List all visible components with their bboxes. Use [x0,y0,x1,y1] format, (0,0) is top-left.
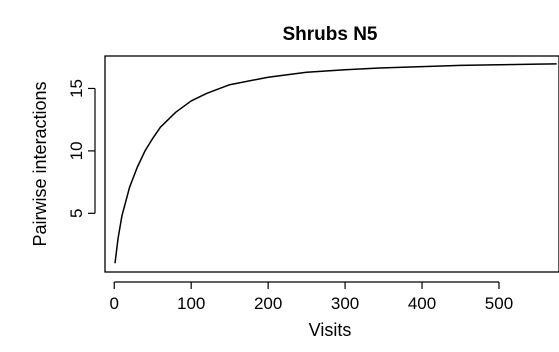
y-axis: 5 10 15 [67,79,96,218]
x-axis-label: Visits [309,320,352,340]
series-group [114,63,557,264]
x-axis: 0 100 200 300 400 500 [109,281,513,313]
y-tick-label: 15 [67,79,86,98]
y-axis-label: Pairwise interactions [30,81,50,246]
y-tick-label: 5 [67,209,86,218]
x-tick-label: 0 [109,294,118,313]
series-line [114,63,557,264]
x-tick-label: 400 [408,294,436,313]
x-tick-label: 500 [485,294,513,313]
x-tick-label: 200 [254,294,282,313]
chart-title: Shrubs N5 [282,24,377,45]
x-tick-label: 300 [331,294,359,313]
plot-frame [104,55,559,273]
x-tick-label: 100 [177,294,205,313]
y-tick-label: 10 [67,141,86,160]
